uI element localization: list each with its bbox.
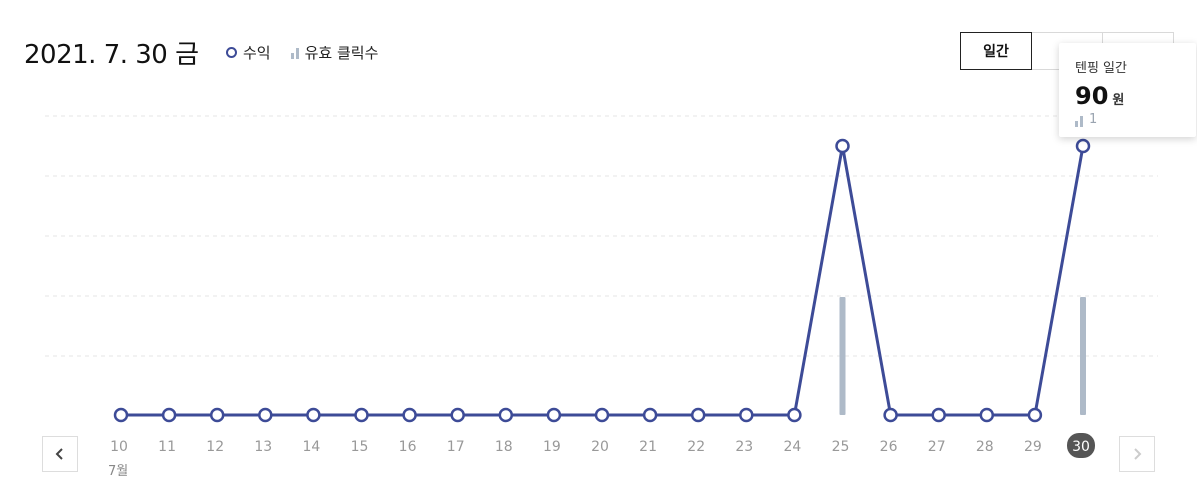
- revenue-point[interactable]: [642, 407, 658, 423]
- x-tick-label[interactable]: 29: [1024, 439, 1042, 455]
- chart-legend: 수익 유효 클릭수: [226, 42, 398, 63]
- x-tick-label[interactable]: 17: [447, 439, 465, 455]
- x-tick-label[interactable]: 16: [399, 439, 417, 455]
- revenue-line: [121, 144, 1085, 417]
- x-tick-label[interactable]: 10: [110, 439, 128, 455]
- x-tick-label[interactable]: 22: [687, 439, 705, 455]
- legend-item-revenue: 수익: [226, 42, 271, 63]
- legend-label-revenue: 수익: [243, 44, 271, 62]
- revenue-point[interactable]: [306, 407, 321, 423]
- x-tick-label[interactable]: 24: [783, 439, 801, 455]
- revenue-point[interactable]: [739, 407, 754, 423]
- x-tick-label-selected[interactable]: 30: [1072, 439, 1090, 455]
- revenue-point[interactable]: [258, 407, 273, 423]
- x-tick-label[interactable]: 26: [880, 439, 898, 455]
- revenue-point[interactable]: [690, 407, 706, 423]
- revenue-point[interactable]: [546, 407, 562, 423]
- revenue-point[interactable]: [161, 407, 177, 423]
- legend-item-clicks: 유효 클릭수: [290, 42, 379, 63]
- x-tick-label[interactable]: 18: [495, 439, 513, 455]
- selected-day-highlight: [1067, 433, 1095, 458]
- revenue-point[interactable]: [450, 407, 465, 423]
- tooltip-value-row: 90 원: [1075, 82, 1180, 110]
- next-button[interactable]: [1119, 436, 1155, 472]
- bar-chart-icon: [290, 47, 299, 59]
- chart-tooltip: 텐핑 일간 90 원 1: [1059, 43, 1196, 137]
- revenue-point[interactable]: [113, 407, 129, 423]
- prev-button[interactable]: [42, 436, 78, 472]
- x-tick-label[interactable]: 13: [254, 439, 272, 455]
- x-tick-label[interactable]: 28: [976, 439, 994, 455]
- chevron-right-icon: [1134, 448, 1142, 460]
- ring-marker-icon: [226, 47, 237, 58]
- tooltip-clicks-row: 1: [1075, 112, 1180, 127]
- legend-label-clicks: 유효 클릭수: [304, 44, 379, 62]
- revenue-point[interactable]: [787, 407, 802, 423]
- x-tick-label[interactable]: 12: [206, 439, 224, 455]
- tooltip-clicks: 1: [1089, 112, 1098, 127]
- x-tick-label[interactable]: 11: [158, 439, 176, 455]
- revenue-point[interactable]: [979, 407, 995, 423]
- x-tick-label[interactable]: 27: [928, 439, 946, 455]
- x-tick-label[interactable]: 23: [735, 439, 753, 455]
- revenue-point[interactable]: [498, 407, 514, 423]
- bar-chart-icon: [1075, 115, 1083, 127]
- tooltip-value: 90: [1075, 82, 1109, 110]
- x-tick-label[interactable]: 19: [543, 439, 561, 455]
- revenue-point[interactable]: [354, 407, 369, 423]
- revenue-point[interactable]: [1075, 138, 1091, 154]
- x-tick-label[interactable]: 14: [302, 439, 320, 455]
- revenue-point[interactable]: [594, 407, 610, 423]
- click-bar: [1080, 297, 1086, 415]
- revenue-point[interactable]: [931, 407, 946, 423]
- x-tick-label[interactable]: 15: [351, 439, 369, 455]
- x-tick-label[interactable]: 25: [832, 439, 850, 455]
- tooltip-title: 텐핑 일간: [1075, 61, 1127, 76]
- period-daily-button[interactable]: 일간: [960, 32, 1032, 70]
- chevron-left-icon: [55, 448, 63, 460]
- revenue-point[interactable]: [835, 138, 850, 154]
- revenue-point[interactable]: [1027, 407, 1043, 423]
- x-tick-label[interactable]: 21: [639, 439, 657, 455]
- month-label: 7월: [108, 464, 129, 479]
- revenue-point[interactable]: [402, 407, 417, 423]
- page-title: 2021. 7. 30 금: [24, 40, 199, 70]
- revenue-point[interactable]: [209, 407, 225, 423]
- click-bar: [839, 297, 846, 415]
- tooltip-unit: 원: [1112, 93, 1125, 108]
- revenue-point[interactable]: [883, 407, 898, 423]
- x-tick-label[interactable]: 20: [591, 439, 609, 455]
